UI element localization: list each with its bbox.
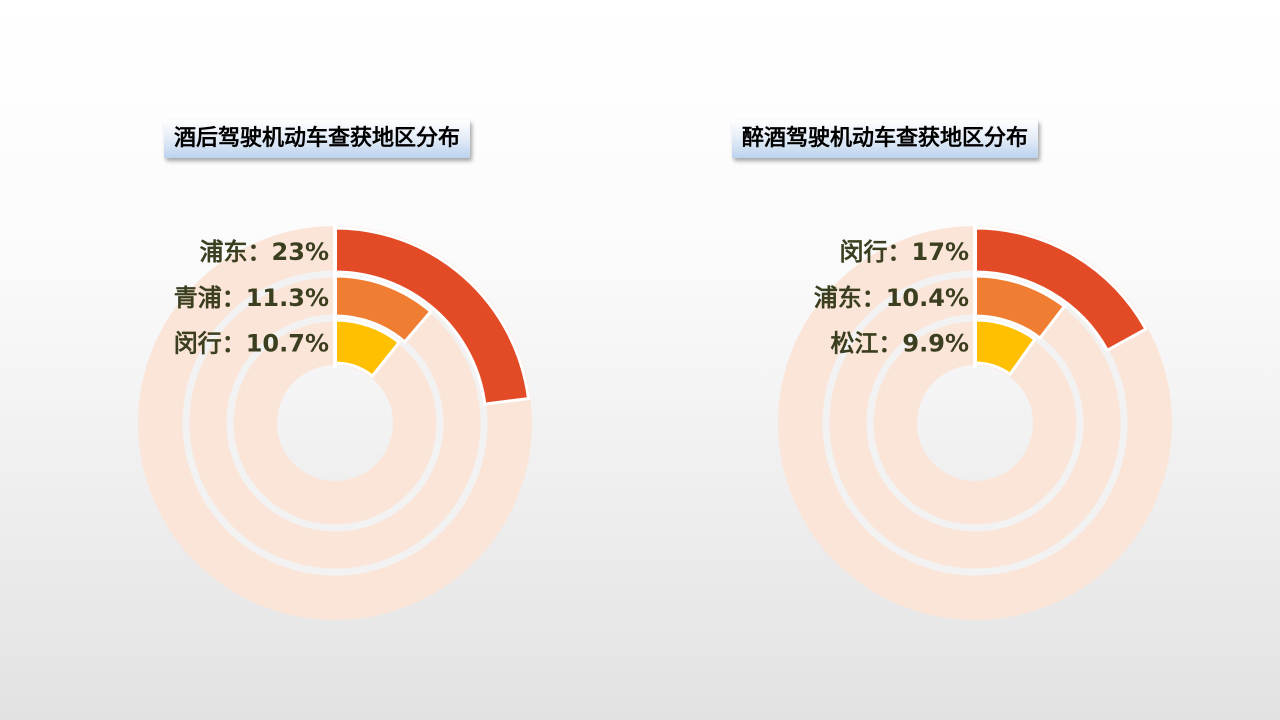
data-label-闵行: 闵行：17%: [840, 238, 969, 266]
data-label-浦东: 浦东：10.4%: [814, 284, 969, 312]
data-label-闵行: 闵行：10.7%: [174, 330, 329, 358]
chart-title-left: 酒后驾驶机动车查获地区分布: [164, 120, 471, 158]
ring-arc-闵行: [333, 318, 402, 379]
chart-title-right: 醉酒驾驶机动车查获地区分布: [732, 120, 1039, 158]
data-label-青浦: 青浦：11.3%: [174, 284, 329, 312]
ring-arc-浦东: [973, 274, 1067, 341]
data-label-浦东: 浦东：23%: [200, 238, 329, 266]
radial-bar-chart-right: 闵行：17% 浦东：10.4% 松江：9.9%: [778, 223, 1172, 620]
ring-arc-浦东: [333, 226, 531, 406]
radial-bar-chart-left: 浦东：23% 青浦：11.3% 闵行：10.7%: [138, 226, 532, 620]
ring-arc-松江: [973, 318, 1038, 377]
ring-arc-闵行: [973, 226, 1148, 353]
ring-arc-青浦: [333, 274, 433, 344]
data-label-松江: 松江：9.9%: [830, 330, 969, 358]
